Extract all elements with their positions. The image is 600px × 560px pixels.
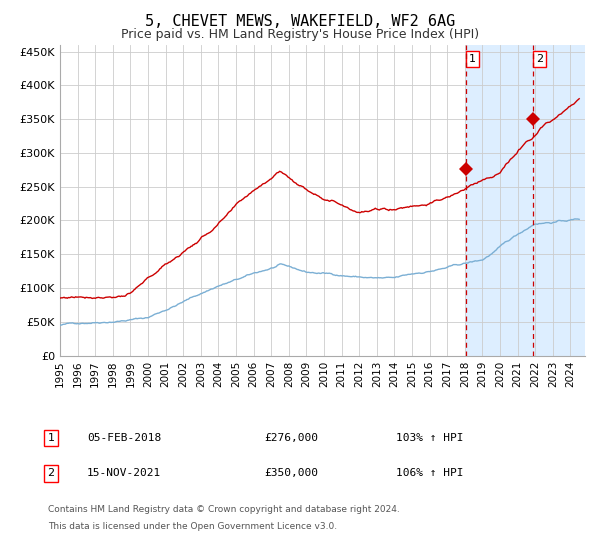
Bar <box>466 45 585 356</box>
Text: £350,000: £350,000 <box>264 468 318 478</box>
Text: 5, CHEVET MEWS, WAKEFIELD, WF2 6AG: 5, CHEVET MEWS, WAKEFIELD, WF2 6AG <box>145 14 455 29</box>
Text: 1: 1 <box>47 433 55 443</box>
Text: Contains HM Land Registry data © Crown copyright and database right 2024.: Contains HM Land Registry data © Crown c… <box>48 505 400 514</box>
Text: £276,000: £276,000 <box>264 433 318 443</box>
Text: 1: 1 <box>469 54 476 64</box>
Text: 15-NOV-2021: 15-NOV-2021 <box>87 468 161 478</box>
Text: 2: 2 <box>536 54 543 64</box>
Text: Price paid vs. HM Land Registry's House Price Index (HPI): Price paid vs. HM Land Registry's House … <box>121 28 479 41</box>
Text: 106% ↑ HPI: 106% ↑ HPI <box>396 468 464 478</box>
Text: 2: 2 <box>47 468 55 478</box>
Legend: 5, CHEVET MEWS, WAKEFIELD, WF2 6AG (semi-detached house), HPI: Average price, se: 5, CHEVET MEWS, WAKEFIELD, WF2 6AG (semi… <box>53 377 482 416</box>
Text: This data is licensed under the Open Government Licence v3.0.: This data is licensed under the Open Gov… <box>48 522 337 531</box>
Text: 05-FEB-2018: 05-FEB-2018 <box>87 433 161 443</box>
Text: 103% ↑ HPI: 103% ↑ HPI <box>396 433 464 443</box>
